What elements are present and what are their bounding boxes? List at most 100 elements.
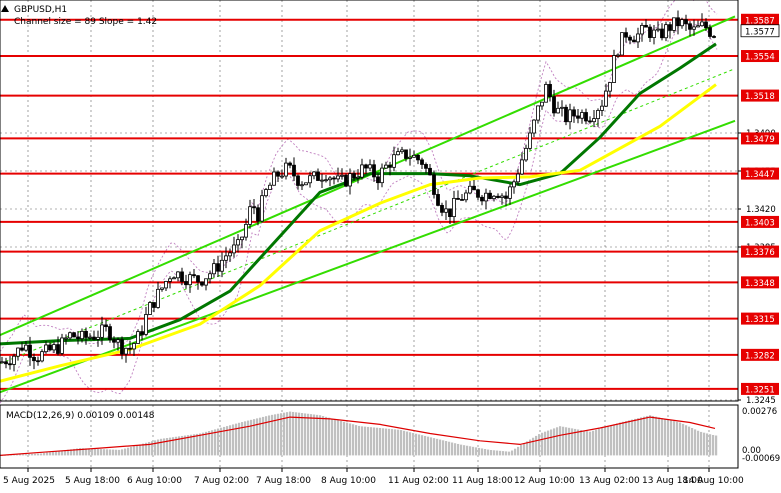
macd-histogram-bar <box>265 416 268 456</box>
macd-histogram-bar <box>715 435 718 456</box>
candle-body <box>352 173 356 179</box>
macd-histogram-bar <box>70 449 73 456</box>
macd-histogram-bar <box>238 422 241 456</box>
candle-body <box>236 239 240 246</box>
candle-body <box>392 154 396 168</box>
macd-histogram-bar <box>271 414 274 456</box>
macd-histogram-bar <box>109 449 112 456</box>
macd-histogram-bar <box>211 430 214 456</box>
candle-body <box>688 23 692 30</box>
candle-body <box>96 336 100 340</box>
candle-body <box>504 195 508 199</box>
macd-histogram-bar <box>67 449 70 456</box>
macd-histogram-bar <box>622 421 625 456</box>
macd-histogram-bar <box>178 436 181 456</box>
macd-histogram-bar <box>274 414 277 456</box>
candle-body <box>188 274 192 286</box>
macd-histogram-bar <box>499 450 502 456</box>
macd-histogram-bar <box>19 454 22 456</box>
candle-body <box>8 363 12 366</box>
level-label: 1.3554 <box>745 53 775 63</box>
candle-body <box>544 84 548 103</box>
candle-body <box>304 182 308 186</box>
macd-histogram-bar <box>43 453 46 456</box>
candle-body <box>328 177 332 181</box>
moving-average-line <box>0 42 717 346</box>
level-label: 1.3587 <box>745 16 775 26</box>
candle-body <box>580 112 584 119</box>
macd-histogram-bar <box>568 427 571 456</box>
candle-body <box>484 192 488 202</box>
macd-histogram-bar <box>25 454 28 456</box>
candle-body <box>112 339 116 343</box>
macd-histogram-bar <box>496 450 499 456</box>
candle-body <box>240 236 244 241</box>
x-tick-label: 6 Aug 10:00 <box>127 476 182 486</box>
candle-body <box>308 175 312 184</box>
candle-body <box>80 330 84 340</box>
macd-histogram-bar <box>337 420 340 456</box>
macd-histogram-bar <box>289 411 292 456</box>
macd-histogram-bar <box>469 446 472 456</box>
level-label: 1.3518 <box>745 92 775 102</box>
candle-body <box>140 331 144 335</box>
level-label-box <box>741 276 779 289</box>
candle-body <box>556 107 560 114</box>
macd-histogram-bar <box>184 435 187 456</box>
candle-body <box>280 175 284 178</box>
macd-histogram-bar <box>22 454 25 456</box>
macd-histogram-bar <box>223 426 226 456</box>
macd-histogram-bar <box>358 425 361 456</box>
macd-histogram-bar <box>187 435 190 456</box>
candle-body <box>500 195 504 198</box>
candle-body <box>548 84 552 98</box>
candle-body <box>132 343 136 350</box>
macd-histogram-bar <box>352 424 355 456</box>
candle-body <box>160 287 164 290</box>
macd-y-tick-label: 0.00276 <box>742 407 777 417</box>
macd-histogram-bar <box>292 411 295 456</box>
macd-histogram-bar <box>139 444 142 456</box>
macd-histogram-bar <box>367 426 370 456</box>
macd-histogram-bar <box>550 429 553 456</box>
macd-histogram-bar <box>46 452 49 456</box>
macd-histogram-bar <box>304 413 307 456</box>
candle-body <box>540 101 544 107</box>
candle-body <box>208 273 212 280</box>
macd-histogram-bar <box>268 415 271 456</box>
macd-histogram-bar <box>295 412 298 456</box>
candle-body <box>24 344 28 351</box>
macd-histogram-bar <box>664 418 667 456</box>
macd-histogram-bar <box>16 454 19 456</box>
candle-body <box>60 337 64 354</box>
macd-histogram-bar <box>232 424 235 456</box>
macd-histogram-bar <box>37 453 40 456</box>
macd-histogram-bar <box>199 433 202 456</box>
macd-histogram-bar <box>331 418 334 456</box>
macd-histogram-bar <box>382 428 385 456</box>
candle-body <box>712 36 716 38</box>
macd-histogram-bar <box>475 447 478 456</box>
macd-histogram-bar <box>157 439 160 456</box>
candle-body <box>460 199 464 201</box>
macd-histogram-bar <box>205 431 208 456</box>
candle-body <box>336 175 340 180</box>
macd-histogram-bar <box>91 448 94 456</box>
macd-histogram-bar <box>415 433 418 456</box>
candle-body <box>444 208 448 213</box>
candle-body <box>684 19 688 25</box>
candle-body <box>264 189 268 197</box>
macd-histogram-bar <box>55 451 58 456</box>
candle-body <box>312 171 316 177</box>
macd-histogram-bar <box>520 445 523 456</box>
macd-histogram-bar <box>562 426 565 456</box>
candle-body <box>472 185 476 191</box>
candle-body <box>608 82 612 92</box>
macd-histogram-bar <box>628 420 631 456</box>
macd-histogram-bar <box>202 432 205 456</box>
macd-histogram-bar <box>439 439 442 456</box>
macd-histogram-bar <box>541 432 544 456</box>
